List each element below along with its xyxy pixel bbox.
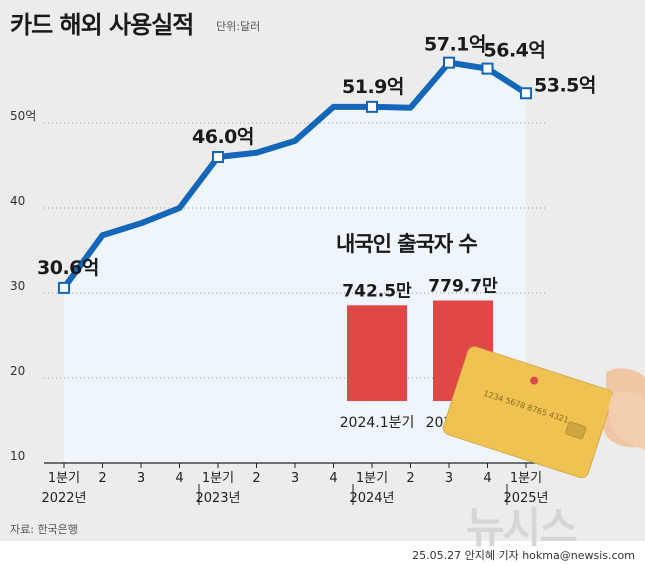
y-tick-label: 40	[10, 194, 25, 208]
x-tick-label: 3	[291, 471, 299, 486]
year-label: 2022년	[41, 491, 86, 506]
data-point-marker	[212, 151, 224, 163]
x-tick-label: 1분기	[510, 471, 542, 486]
unit-label: 단위:달러	[216, 20, 261, 33]
year-label: 2024년	[349, 491, 394, 506]
x-tick-label: 4	[329, 471, 337, 486]
source-note: 자료: 한국은행	[10, 523, 78, 536]
y-tick-label: 20	[10, 364, 25, 378]
y-tick-label: 10	[10, 449, 25, 463]
data-point-marker	[520, 87, 532, 100]
data-label: 53.5억	[534, 74, 596, 96]
data-label: 46.0억	[192, 126, 254, 148]
data-point-marker	[58, 281, 70, 294]
bar-value-label: 742.5만	[342, 281, 412, 301]
year-label: 2025년	[503, 491, 548, 506]
x-tick-label: 3	[137, 471, 145, 486]
x-tick-label: 1분기	[202, 471, 234, 486]
y-tick-label: 50억	[10, 109, 36, 123]
data-point-marker	[443, 56, 455, 69]
x-tick-label: 3	[445, 471, 453, 486]
data-point-marker	[366, 100, 378, 113]
area-fill	[64, 62, 526, 464]
data-label: 57.1억	[424, 34, 486, 56]
bar	[347, 305, 407, 401]
byline-credit: 25.05.27 안지혜 기자 hokma@newsis.com	[412, 549, 635, 562]
credit-card-illustration: 1234 5678 8765 4321	[442, 346, 645, 479]
x-tick-label: 4	[483, 471, 491, 486]
data-point-marker	[481, 62, 494, 75]
bar-category-label: 2024.1분기	[340, 415, 415, 431]
y-tick-label: 30	[10, 279, 25, 293]
watermark-logo: 뉴시스	[466, 503, 578, 552]
data-label: 56.4억	[484, 40, 546, 62]
year-label: 2023년	[195, 491, 240, 506]
x-tick-label: 2	[252, 471, 260, 486]
x-tick-label: 1분기	[356, 471, 388, 486]
x-tick-label: 2	[98, 471, 106, 486]
chart-svg: 10 20 30 40 50억 1분기 2 3 4 1분기 2 3 4 1분기 2 3 4 1분기 2022년 20…	[10, 34, 645, 506]
x-tick-label: 1분기	[48, 471, 80, 486]
bar-value-label: 779.7만	[428, 276, 498, 296]
inset-chart-title: 내국인 출국자 수	[336, 232, 478, 256]
data-label: 51.9억	[342, 76, 404, 98]
chart-title: 카드 해외 사용실적	[10, 11, 194, 39]
data-label: 30.6억	[37, 257, 99, 279]
x-tick-label: 2	[406, 471, 414, 486]
x-tick-label: 4	[175, 471, 183, 486]
